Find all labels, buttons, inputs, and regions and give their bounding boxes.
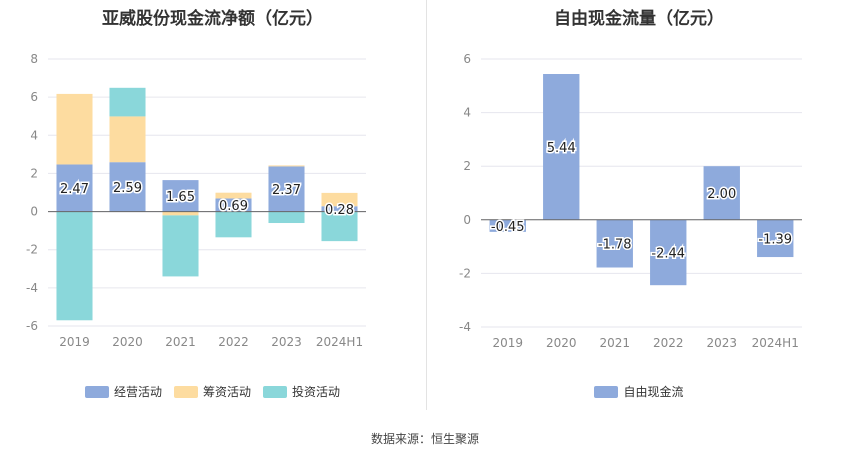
x-tick-label: 2024H1 xyxy=(752,336,799,350)
chart-title: 亚威股份现金流净额（亿元） xyxy=(102,9,323,29)
y-tick-label: -2 xyxy=(26,243,38,257)
data-label: 2.47 xyxy=(60,182,89,197)
bar xyxy=(268,165,305,167)
y-tick-label: 4 xyxy=(30,128,38,142)
bar xyxy=(268,166,305,212)
legend-label: 经营活动 xyxy=(113,385,162,399)
bar xyxy=(162,211,199,216)
bar xyxy=(650,219,687,286)
bar xyxy=(543,74,580,220)
bar xyxy=(56,93,93,165)
y-tick-label: -2 xyxy=(459,266,471,280)
bar xyxy=(109,116,146,163)
legend-item[interactable]: 筹资活动 xyxy=(173,383,251,400)
data-label: 5.44 xyxy=(547,141,576,156)
y-tick-label: -6 xyxy=(26,319,38,333)
chart-title: 自由现金流量（亿元） xyxy=(554,9,724,29)
legend-swatch xyxy=(263,385,287,398)
y-tick-label: -4 xyxy=(26,281,38,295)
x-tick-label: 2023 xyxy=(706,336,737,350)
x-tick-label: 2023 xyxy=(271,335,302,349)
chart-legend: 自由现金流 xyxy=(428,383,850,400)
data-label: 2.00 xyxy=(707,187,736,202)
x-tick-label: 2020 xyxy=(546,336,577,350)
x-tick-label: 2022 xyxy=(218,335,249,349)
y-tick-label: 4 xyxy=(463,106,471,120)
bar xyxy=(56,164,93,212)
y-tick-label: -4 xyxy=(459,320,471,334)
data-label: -1.39 xyxy=(758,232,792,247)
legend-item[interactable]: 自由现金流 xyxy=(594,383,684,400)
legend-item[interactable]: 投资活动 xyxy=(263,383,340,400)
data-source-note: 数据来源：恒生聚源 xyxy=(370,432,479,446)
legend-label: 投资活动 xyxy=(292,385,341,399)
x-tick-label: 2024H1 xyxy=(316,335,363,349)
data-label: 2.59 xyxy=(113,181,142,196)
data-label: -0.45 xyxy=(491,220,525,235)
bar xyxy=(215,192,252,199)
y-tick-label: 2 xyxy=(463,159,471,173)
y-tick-label: 0 xyxy=(30,205,38,219)
panel-divider xyxy=(426,0,427,410)
bar xyxy=(162,180,199,212)
y-tick-label: 2 xyxy=(30,166,38,180)
bar xyxy=(321,206,358,212)
bar xyxy=(215,198,252,212)
y-tick-label: 6 xyxy=(30,90,38,104)
bar xyxy=(703,166,740,220)
x-tick-label: 2019 xyxy=(59,335,90,349)
bar xyxy=(268,211,305,224)
free-cashflow-chart-panel: 自由现金流量（亿元） -4 -2 0 2 4 6 2019 2020 2021 2022 2023 2… xyxy=(428,0,850,410)
bar xyxy=(489,219,526,232)
bar xyxy=(162,215,199,277)
legend-label: 自由现金流 xyxy=(623,385,684,399)
data-label: 0.28 xyxy=(325,203,354,218)
bar xyxy=(596,219,633,268)
legend-item[interactable]: 经营活动 xyxy=(84,383,162,400)
bar xyxy=(321,211,358,242)
data-label: 0.69 xyxy=(219,199,248,214)
bar xyxy=(321,192,358,207)
x-tick-label: 2019 xyxy=(492,336,523,350)
bar xyxy=(109,87,146,117)
bar xyxy=(109,162,146,212)
legend-swatch xyxy=(84,385,109,398)
bar xyxy=(757,219,794,258)
cashflow-net-chart: -6 -4 -2 0 2 4 6 8 2019 2020 2021 2022 2023 2024H1 2.4… xyxy=(26,52,366,349)
x-tick-label: 2021 xyxy=(599,336,630,350)
data-label: -2.44 xyxy=(651,246,685,261)
y-tick-label: 6 xyxy=(463,52,471,66)
legend-swatch xyxy=(173,385,198,398)
x-tick-label: 2022 xyxy=(653,336,684,350)
x-tick-label: 2020 xyxy=(112,335,143,349)
legend-swatch xyxy=(594,385,619,398)
free-cashflow-chart: -4 -2 0 2 4 6 2019 2020 2021 2022 2023 2024H1 -0.45 5… xyxy=(459,52,802,350)
data-label: 1.65 xyxy=(166,190,195,205)
data-label: 2.37 xyxy=(272,183,301,198)
y-tick-label: 8 xyxy=(30,52,38,66)
y-tick-label: 0 xyxy=(463,213,471,227)
chart-legend: 经营活动 筹资活动 投资活动 xyxy=(0,383,425,400)
cashflow-net-chart-panel: 亚威股份现金流净额（亿元） -6 -4 -2 0 2 4 6 8 2019 2020 2021 202… xyxy=(0,0,425,410)
x-tick-label: 2021 xyxy=(165,335,196,349)
legend-label: 筹资活动 xyxy=(202,385,251,399)
bar xyxy=(215,211,252,238)
data-label: -1.78 xyxy=(598,238,632,253)
bar xyxy=(56,211,93,321)
